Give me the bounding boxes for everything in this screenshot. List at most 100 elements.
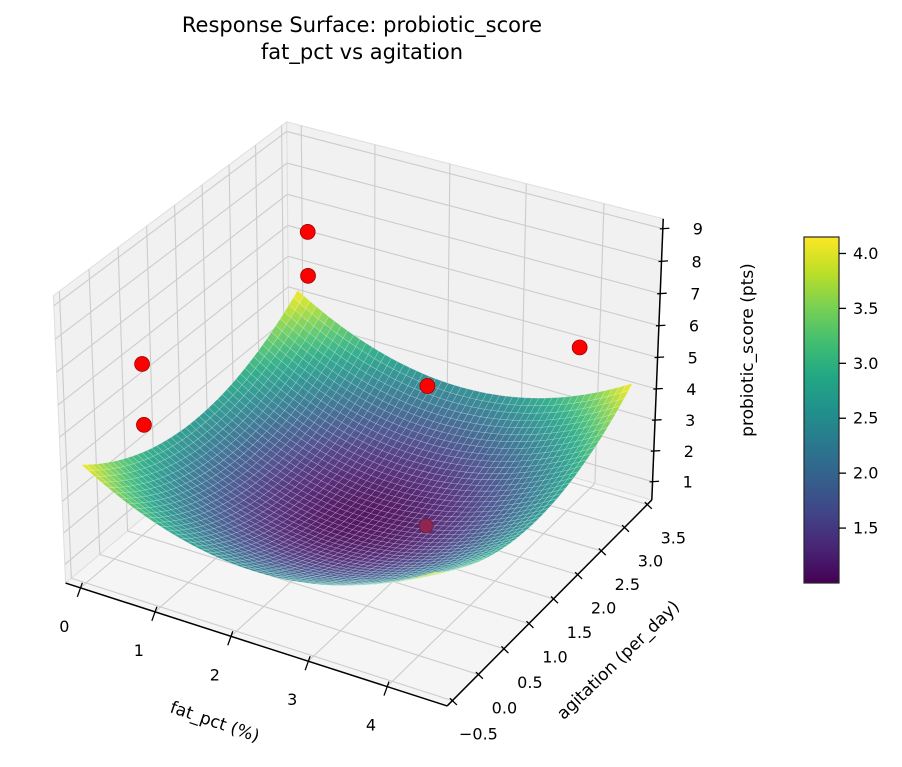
grid-line-z <box>53 130 288 307</box>
surface-facet <box>558 482 570 491</box>
y-tick-label: 1.5 <box>567 623 592 642</box>
x-tick-mark <box>227 631 234 646</box>
x-axis-line <box>65 582 448 707</box>
z-tick-mark <box>653 387 663 390</box>
chart-title-line2: fat_pct vs agitation <box>260 40 464 64</box>
tick-marks <box>76 227 670 706</box>
z-tick-mark <box>654 356 665 359</box>
z-tick-label: 6 <box>689 317 699 336</box>
x-tick-label: 2 <box>210 665 220 684</box>
z-tick-label: 4 <box>686 380 696 399</box>
grid-line-y <box>99 553 479 675</box>
surface-facet <box>562 477 575 486</box>
y-tick-label: 3.0 <box>638 551 663 570</box>
z-tick-mark <box>658 260 669 263</box>
colorbar-tick-label: 1.5 <box>853 519 878 538</box>
data-point <box>300 268 316 284</box>
z-tick-label: 7 <box>690 285 700 304</box>
surface-facet <box>596 427 608 437</box>
x-tick-label: 3 <box>287 690 297 709</box>
z-tick-label: 8 <box>692 252 702 271</box>
chart-title: Response Surface: probiotic_score fat_pc… <box>0 12 724 66</box>
grid-line-x <box>386 483 596 687</box>
grid-line-z <box>286 130 663 230</box>
data-point <box>571 339 588 356</box>
y-tick-mark <box>475 671 484 680</box>
grid-line-z <box>288 286 657 390</box>
z-tick-label: 9 <box>693 220 703 239</box>
y-tick-mark <box>621 524 630 533</box>
y-tick-mark <box>500 645 509 654</box>
y-tick-mark <box>574 571 583 580</box>
z-tick-mark <box>649 480 660 483</box>
occluded-data-point <box>418 518 434 534</box>
grid-line-y <box>127 530 505 650</box>
z-tick-mark <box>655 324 666 327</box>
y-tick-label: −0.5 <box>459 725 498 744</box>
z-tick-label: 3 <box>685 411 695 430</box>
z-tick-label: 1 <box>683 473 693 492</box>
surface-facet <box>592 433 604 444</box>
data-point <box>419 378 436 394</box>
surface-facet <box>439 570 453 574</box>
x-tick-mark <box>151 606 158 622</box>
x-tick-mark <box>76 582 83 598</box>
y-tick-label: 0.5 <box>517 673 542 692</box>
surface-facet <box>554 488 566 496</box>
surface-facet <box>549 493 562 501</box>
axis-spines <box>65 218 664 707</box>
z-tick-mark <box>657 292 667 295</box>
surface-facet <box>541 503 554 511</box>
y-axis-label: agitation (per_day) <box>553 597 684 724</box>
surface-facet <box>449 567 462 572</box>
colorbar-tick-label: 4.0 <box>853 244 878 263</box>
y-tick-label: 1.0 <box>542 648 567 667</box>
z-tick-mark <box>652 419 662 421</box>
colorbar-tick-label: 3.0 <box>853 354 878 373</box>
surface-facet <box>583 447 596 456</box>
grid-line-z <box>54 162 288 340</box>
z-tick-label: 2 <box>684 442 694 461</box>
data-point <box>136 417 152 433</box>
surface-facet <box>579 453 592 463</box>
z-tick-label: 5 <box>688 348 698 367</box>
grid-line-y <box>71 577 453 702</box>
x-tick-mark <box>383 681 390 696</box>
z-axis-line <box>651 218 664 500</box>
y-tick-mark <box>526 620 534 629</box>
colorbar: 1.5 2.0 2.5 3.0 3.5 4.0 <box>803 236 878 584</box>
y-axis-line <box>446 499 653 707</box>
x-tick-label: 0 <box>59 617 69 636</box>
grid-line-y <box>58 291 72 579</box>
data-point <box>299 224 316 240</box>
y-tick-mark <box>550 596 559 604</box>
y-tick-mark <box>644 501 653 510</box>
surface-facet <box>435 570 448 575</box>
colorbar-tick-label: 2.5 <box>853 409 878 428</box>
grid-line-z <box>287 255 658 358</box>
x-axis-label: fat_pct (%) <box>167 698 262 747</box>
grid-line-z <box>287 193 661 295</box>
grid-line-z <box>287 224 660 327</box>
y-tick-label: 3.5 <box>661 529 686 548</box>
x-tick-label: 1 <box>134 641 144 660</box>
z-tick-mark <box>659 227 670 230</box>
colorbar-tick-label: 3.5 <box>853 299 878 318</box>
surface-mesh <box>81 289 633 586</box>
scatter-points <box>134 224 588 534</box>
grid-line-z <box>286 162 662 262</box>
y-tick-mark <box>449 697 458 706</box>
surface-facet <box>430 571 443 575</box>
surface-facet <box>545 498 558 506</box>
chart-title-line1: Response Surface: probiotic_score <box>181 13 543 37</box>
grid-line-z <box>57 225 289 406</box>
y-tick-label: 2.5 <box>615 575 640 594</box>
x-tick-label: 4 <box>366 716 376 735</box>
grid-line-z <box>56 193 288 373</box>
z-axis-label: probiotic_score (pts) <box>738 263 758 437</box>
data-point <box>134 356 150 372</box>
surface-facet <box>426 572 439 575</box>
grid-line-y <box>88 269 101 555</box>
